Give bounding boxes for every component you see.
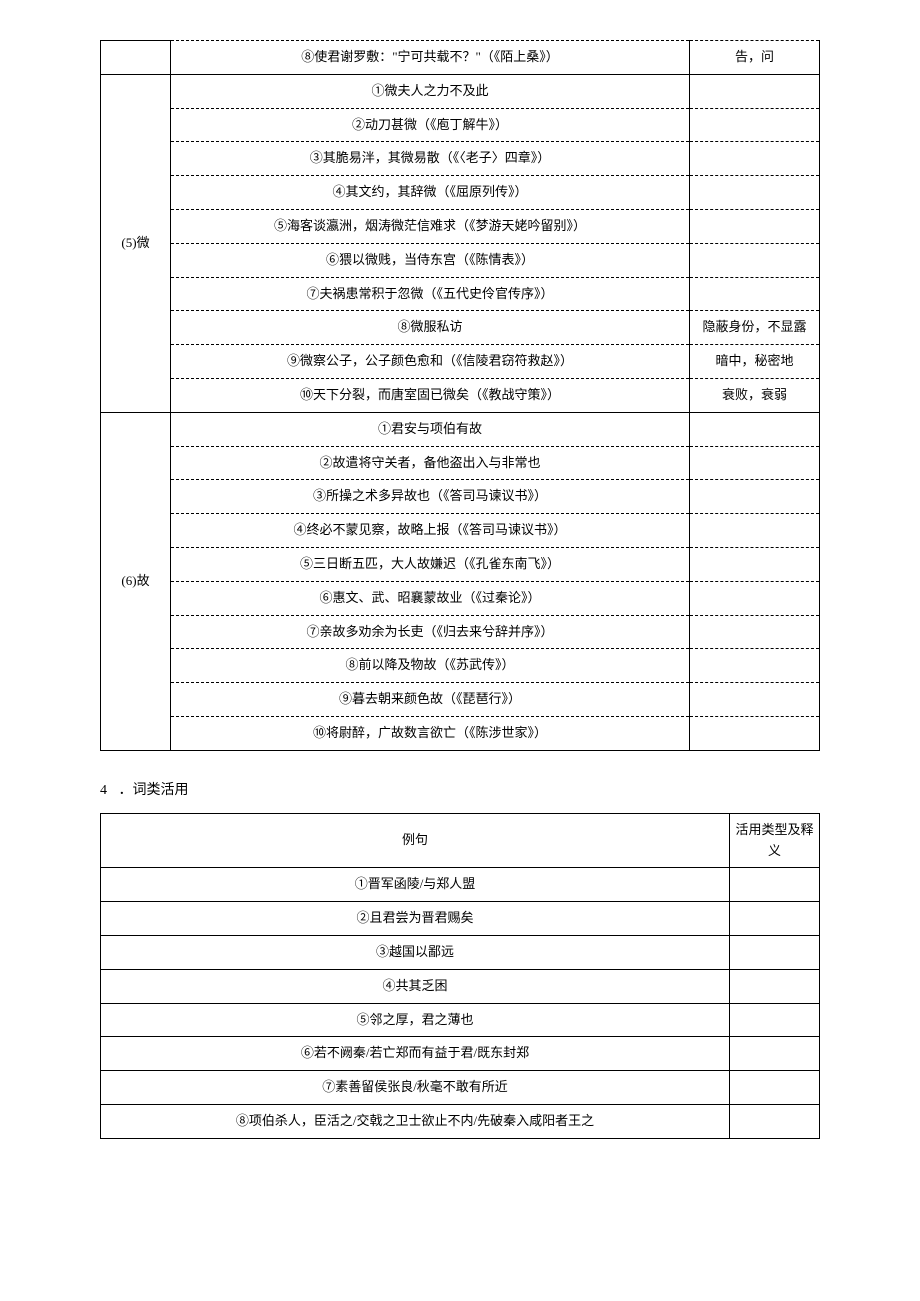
table-row: ⑧项伯杀人，臣活之/交戟之卫士欲止不内/先破秦入咸阳者王之 <box>101 1104 820 1138</box>
example-cell: ⑧微服私访 <box>171 311 690 345</box>
table-row: ⑥惠文、武、昭襄蒙故业（《过秦论》） <box>101 581 820 615</box>
example-cell: ①微夫人之力不及此 <box>171 74 690 108</box>
meaning-cell <box>690 615 820 649</box>
meaning-cell: 暗中，秘密地 <box>690 345 820 379</box>
meaning-cell: 衰败，衰弱 <box>690 378 820 412</box>
table-row: ⑦夫祸患常积于忽微（《五代史伶官传序》） <box>101 277 820 311</box>
example-cell: ⑥猥以微贱，当侍东宫（《陈情表》） <box>171 243 690 277</box>
group-label-cell: (5)微 <box>101 74 171 412</box>
example-cell: ③越国以鄙远 <box>101 935 730 969</box>
example-cell: ⑥惠文、武、昭襄蒙故业（《过秦论》） <box>171 581 690 615</box>
type-cell <box>730 1037 820 1071</box>
example-cell: ⑧前以降及物故（《苏武传》） <box>171 649 690 683</box>
table-row: ③所操之术多异故也（《答司马谏议书》） <box>101 480 820 514</box>
type-cell <box>730 935 820 969</box>
table-row: ⑤邻之厚，君之薄也 <box>101 1003 820 1037</box>
table-row: ①晋军函陵/与郑人盟 <box>101 868 820 902</box>
example-cell: ⑨微察公子，公子颜色愈和（《信陵君窃符救赵》） <box>171 345 690 379</box>
example-cell: ③所操之术多异故也（《答司马谏议书》） <box>171 480 690 514</box>
meaning-cell <box>690 209 820 243</box>
example-cell: ③其脆易泮，其微易散（《〈老子〉四章》） <box>171 142 690 176</box>
table-row: ⑩将尉醉，广故数言欲亡（《陈涉世家》） <box>101 716 820 750</box>
group-label-cell <box>101 41 171 75</box>
example-cell: ②故遣将守关者，备他盗出入与非常也 <box>171 446 690 480</box>
example-cell: ⑦素善留侯张良/秋毫不敢有所近 <box>101 1071 730 1105</box>
type-cell <box>730 868 820 902</box>
type-cell <box>730 1104 820 1138</box>
meaning-cell <box>690 581 820 615</box>
meaning-cell <box>690 277 820 311</box>
table-row: ⑤海客谈瀛洲，烟涛微茫信难求（《梦游天姥吟留别》） <box>101 209 820 243</box>
example-cell: ①君安与项伯有故 <box>171 412 690 446</box>
type-cell <box>730 969 820 1003</box>
example-cell: ①晋军函陵/与郑人盟 <box>101 868 730 902</box>
word-meaning-table: ⑧使君谢罗敷："宁可共载不？"（《陌上桑》）告，问(5)微①微夫人之力不及此②动… <box>100 40 820 751</box>
group-label-cell: (6)故 <box>101 412 171 750</box>
table-row: ⑥猥以微贱，当侍东宫（《陈情表》） <box>101 243 820 277</box>
table-row: ⑨暮去朝来颜色故（《琵琶行》） <box>101 683 820 717</box>
meaning-cell <box>690 142 820 176</box>
example-cell: ⑩天下分裂，而唐室固已微矣（《教战守策》） <box>171 378 690 412</box>
example-cell: ⑤海客谈瀛洲，烟涛微茫信难求（《梦游天姥吟留别》） <box>171 209 690 243</box>
example-cell: ④终必不蒙见察，故略上报（《答司马谏议书》） <box>171 514 690 548</box>
header-type: 活用类型及释义 <box>730 813 820 868</box>
meaning-cell <box>690 480 820 514</box>
table-row: ②动刀甚微（《庖丁解牛》） <box>101 108 820 142</box>
word-usage-table: 例句活用类型及释义①晋军函陵/与郑人盟②且君尝为晋君赐矣③越国以鄙远④共其乏困⑤… <box>100 813 820 1139</box>
table-row: ③越国以鄙远 <box>101 935 820 969</box>
example-cell: ②且君尝为晋君赐矣 <box>101 902 730 936</box>
meaning-cell <box>690 446 820 480</box>
table-row: ⑦素善留侯张良/秋毫不敢有所近 <box>101 1071 820 1105</box>
table-row: ⑨微察公子，公子颜色愈和（《信陵君窃符救赵》）暗中，秘密地 <box>101 345 820 379</box>
meaning-cell <box>690 74 820 108</box>
example-cell: ④共其乏困 <box>101 969 730 1003</box>
meaning-cell <box>690 176 820 210</box>
example-cell: ⑧项伯杀人，臣活之/交戟之卫士欲止不内/先破秦入咸阳者王之 <box>101 1104 730 1138</box>
header-example: 例句 <box>101 813 730 868</box>
meaning-cell <box>690 683 820 717</box>
meaning-cell <box>690 243 820 277</box>
table-row: ⑦亲故多劝余为长吏（《归去来兮辞并序》） <box>101 615 820 649</box>
table-row: ③其脆易泮，其微易散（《〈老子〉四章》） <box>101 142 820 176</box>
table-row: ④其文约，其辞微（《屈原列传》） <box>101 176 820 210</box>
section-4-heading: 4 ．词类活用 <box>100 779 820 799</box>
table-row: ⑧微服私访隐蔽身份，不显露 <box>101 311 820 345</box>
section-title: ．词类活用 <box>119 783 189 798</box>
meaning-cell: 告，问 <box>690 41 820 75</box>
table-row: (6)故①君安与项伯有故 <box>101 412 820 446</box>
table-row: ②且君尝为晋君赐矣 <box>101 902 820 936</box>
meaning-cell: 隐蔽身份，不显露 <box>690 311 820 345</box>
table-row: ⑥若不阙秦/若亡郑而有益于君/既东封郑 <box>101 1037 820 1071</box>
example-cell: ⑧使君谢罗敷："宁可共载不？"（《陌上桑》） <box>171 41 690 75</box>
table-header-row: 例句活用类型及释义 <box>101 813 820 868</box>
example-cell: ⑤邻之厚，君之薄也 <box>101 1003 730 1037</box>
example-cell: ⑤三日断五匹，大人故嫌迟（《孔雀东南飞》） <box>171 547 690 581</box>
meaning-cell <box>690 649 820 683</box>
meaning-cell <box>690 514 820 548</box>
table-row: ②故遣将守关者，备他盗出入与非常也 <box>101 446 820 480</box>
meaning-cell <box>690 547 820 581</box>
example-cell: ⑥若不阙秦/若亡郑而有益于君/既东封郑 <box>101 1037 730 1071</box>
type-cell <box>730 1071 820 1105</box>
section-number: 4 <box>100 783 107 799</box>
table-row: ⑤三日断五匹，大人故嫌迟（《孔雀东南飞》） <box>101 547 820 581</box>
example-cell: ②动刀甚微（《庖丁解牛》） <box>171 108 690 142</box>
table-row: ⑧使君谢罗敷："宁可共载不？"（《陌上桑》）告，问 <box>101 41 820 75</box>
table-row: ④终必不蒙见察，故略上报（《答司马谏议书》） <box>101 514 820 548</box>
type-cell <box>730 902 820 936</box>
type-cell <box>730 1003 820 1037</box>
example-cell: ⑩将尉醉，广故数言欲亡（《陈涉世家》） <box>171 716 690 750</box>
table-row: (5)微①微夫人之力不及此 <box>101 74 820 108</box>
table-row: ④共其乏困 <box>101 969 820 1003</box>
table-row: ⑧前以降及物故（《苏武传》） <box>101 649 820 683</box>
meaning-cell <box>690 412 820 446</box>
example-cell: ⑦亲故多劝余为长吏（《归去来兮辞并序》） <box>171 615 690 649</box>
example-cell: ④其文约，其辞微（《屈原列传》） <box>171 176 690 210</box>
example-cell: ⑦夫祸患常积于忽微（《五代史伶官传序》） <box>171 277 690 311</box>
meaning-cell <box>690 716 820 750</box>
table-row: ⑩天下分裂，而唐室固已微矣（《教战守策》）衰败，衰弱 <box>101 378 820 412</box>
example-cell: ⑨暮去朝来颜色故（《琵琶行》） <box>171 683 690 717</box>
meaning-cell <box>690 108 820 142</box>
